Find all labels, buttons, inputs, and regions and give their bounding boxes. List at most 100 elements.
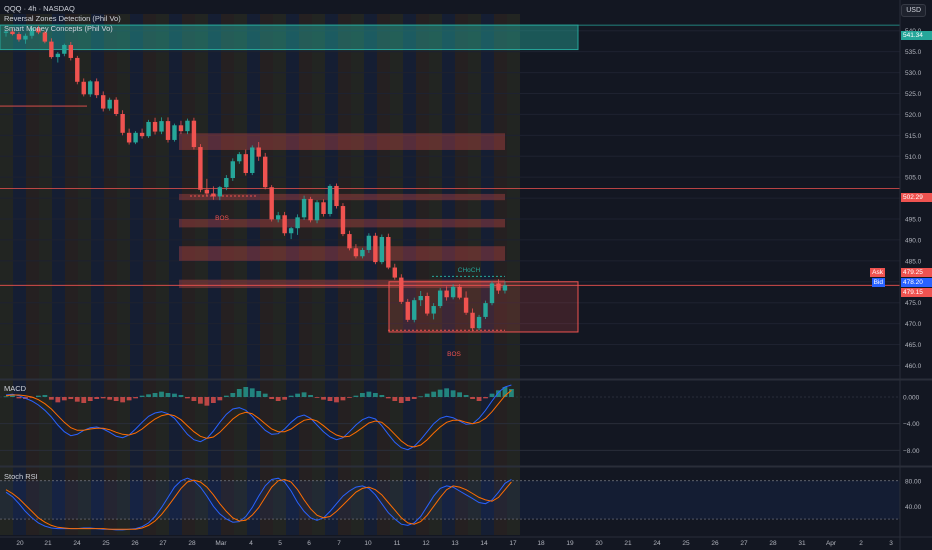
- reversal-stripe: [455, 14, 468, 535]
- time-tick-label: 11: [394, 540, 401, 547]
- reversal-stripe: [0, 14, 13, 535]
- choch-label: CHoCH: [458, 267, 481, 274]
- candle-body: [178, 125, 184, 132]
- time-tick-label: 10: [364, 540, 372, 547]
- reversal-stripe: [143, 14, 156, 535]
- macd-histogram-bar: [146, 394, 151, 397]
- macd-histogram-bar: [334, 397, 339, 403]
- macd-histogram-bar: [87, 397, 93, 401]
- candle-body: [379, 237, 385, 263]
- reversal-zone-stripes: [0, 14, 520, 535]
- candle-body: [191, 120, 197, 148]
- macd-pane-label[interactable]: MACD: [4, 384, 27, 393]
- macd-histogram-bar: [489, 393, 495, 397]
- candle-body: [250, 147, 255, 173]
- macd-pane[interactable]: [3, 384, 514, 451]
- candle-body: [139, 132, 145, 137]
- indicator-smart-money[interactable]: Smart Money Concepts (Phil Vo): [4, 24, 113, 33]
- stoch-rsi-pane[interactable]: [0, 477, 900, 531]
- macd-histogram-bar: [366, 391, 372, 397]
- pane-separators[interactable]: [0, 378, 932, 468]
- candle-body: [340, 206, 346, 235]
- stoch-rsi-d-line: [5, 478, 512, 530]
- reversal-stripe: [78, 14, 91, 535]
- reversal-stripe: [208, 14, 221, 535]
- reversal-stripe: [169, 14, 182, 535]
- candle-body: [360, 249, 365, 257]
- candle-body: [198, 147, 203, 190]
- macd-histogram-bar: [36, 395, 41, 397]
- candle-body: [457, 286, 462, 298]
- macd-histogram-bar: [223, 395, 229, 397]
- macd-histogram-bar: [243, 387, 249, 397]
- reversal-stripe: [221, 14, 234, 535]
- candle-body: [3, 31, 9, 33]
- candle-body: [321, 202, 326, 214]
- stoch-rsi-pane-label[interactable]: Stoch RSI: [4, 472, 38, 481]
- time-tick-label: 21: [624, 540, 632, 547]
- candle-body: [75, 57, 80, 82]
- reversal-stripe: [195, 14, 208, 535]
- reversal-stripe: [273, 14, 286, 535]
- price-tick-label: 475.0: [905, 300, 922, 307]
- candle-body: [366, 235, 372, 250]
- time-tick-label: Mar: [215, 540, 227, 547]
- reversal-stripe: [26, 14, 39, 535]
- ask-label: Ask: [870, 268, 885, 277]
- macd-histogram-bar: [282, 397, 288, 400]
- time-tick-label: 20: [595, 540, 603, 547]
- time-tick-label: 28: [769, 540, 777, 547]
- candle-body: [483, 303, 488, 317]
- candle-body: [301, 198, 307, 218]
- candle-body: [68, 44, 73, 58]
- macd-histogram-bar: [372, 393, 378, 397]
- candle-body: [159, 121, 164, 132]
- supply-zone: [179, 193, 505, 201]
- candle-body: [444, 290, 449, 298]
- macd-histogram-bar: [204, 397, 210, 406]
- reversal-stripe: [312, 14, 325, 535]
- candle-body: [496, 283, 501, 291]
- macd-histogram-bar: [68, 397, 74, 399]
- macd-histogram-bar: [405, 397, 411, 401]
- candle-body: [489, 283, 495, 304]
- macd-histogram-bar: [353, 395, 359, 397]
- macd-histogram-bar: [340, 397, 346, 401]
- currency-button[interactable]: USD: [901, 4, 926, 17]
- reversal-stripe: [65, 14, 78, 535]
- time-tick-label: 20: [16, 540, 24, 547]
- candle-body: [55, 53, 61, 58]
- price-tick-label: 465.0: [905, 342, 922, 349]
- candle-body: [412, 300, 417, 320]
- candle-body: [314, 202, 320, 221]
- reversal-stripe: [182, 14, 195, 535]
- time-tick-label: 25: [102, 540, 110, 547]
- time-tick-label: Apr: [826, 540, 837, 547]
- candle-body: [334, 185, 339, 207]
- time-tick-label: 31: [798, 540, 806, 547]
- macd-tick-label: −4.00: [903, 421, 920, 428]
- macd-histogram-bar: [139, 395, 145, 397]
- indicator-reversal-zones[interactable]: Reversal Zones Detection (Phil Vo): [4, 14, 121, 23]
- macd-histogram-bar: [496, 390, 501, 397]
- candle-body: [88, 81, 93, 95]
- candle-body: [165, 121, 171, 140]
- macd-histogram-bar: [295, 393, 300, 397]
- price-tick-label: 505.0: [905, 175, 922, 182]
- time-tick-label: 14: [480, 540, 488, 547]
- price-tick-label: 530.0: [905, 70, 922, 77]
- candle-body: [230, 161, 235, 179]
- candlestick-series[interactable]: [3, 25, 508, 332]
- macd-histogram-bar: [172, 393, 177, 397]
- candle-body: [211, 193, 216, 197]
- reversal-stripe: [247, 14, 260, 535]
- candle-body: [49, 41, 54, 58]
- symbol-title[interactable]: QQQ · 4h · NASDAQ: [4, 4, 75, 13]
- candle-body: [405, 301, 410, 320]
- macd-histogram-bar: [120, 397, 126, 403]
- time-tick-label: 18: [537, 540, 545, 547]
- candle-body: [502, 285, 508, 291]
- reversal-stripe: [39, 14, 52, 535]
